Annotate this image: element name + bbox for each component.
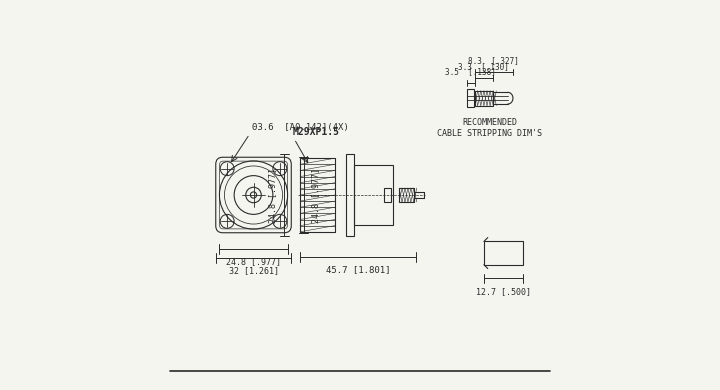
Bar [384, 188, 390, 202]
Bar [474, 91, 493, 106]
Text: 24.8 [.977]: 24.8 [.977] [226, 257, 281, 266]
Bar [354, 165, 393, 225]
Text: 32 [1.261]: 32 [1.261] [228, 266, 279, 275]
Text: 3.5  [.138]: 3.5 [.138] [445, 67, 496, 76]
Bar [399, 188, 414, 202]
Text: Θ3.6  [Ά0.142](4X): Θ3.6 [Ά0.142](4X) [251, 123, 348, 132]
Text: 12.7 [.500]: 12.7 [.500] [476, 287, 531, 296]
Bar [300, 158, 335, 232]
Text: 8.3  [.327]: 8.3 [.327] [468, 56, 519, 65]
Bar [484, 241, 523, 265]
Bar [346, 154, 354, 236]
Text: M29XP1.5: M29XP1.5 [292, 127, 339, 137]
Text: 45.7 [1.801]: 45.7 [1.801] [325, 266, 390, 275]
Bar [467, 89, 474, 107]
Text: 3.3  [.130]: 3.3 [.130] [459, 62, 509, 71]
Text: 24.8 [.977]: 24.8 [.977] [310, 167, 320, 223]
Text: 24.8 [.977]: 24.8 [.977] [269, 167, 277, 223]
Text: RECOMMENDED
CABLE STRIPPING DIM'S: RECOMMENDED CABLE STRIPPING DIM'S [438, 118, 542, 138]
